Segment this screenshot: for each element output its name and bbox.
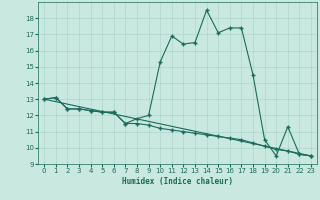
X-axis label: Humidex (Indice chaleur): Humidex (Indice chaleur)	[122, 177, 233, 186]
